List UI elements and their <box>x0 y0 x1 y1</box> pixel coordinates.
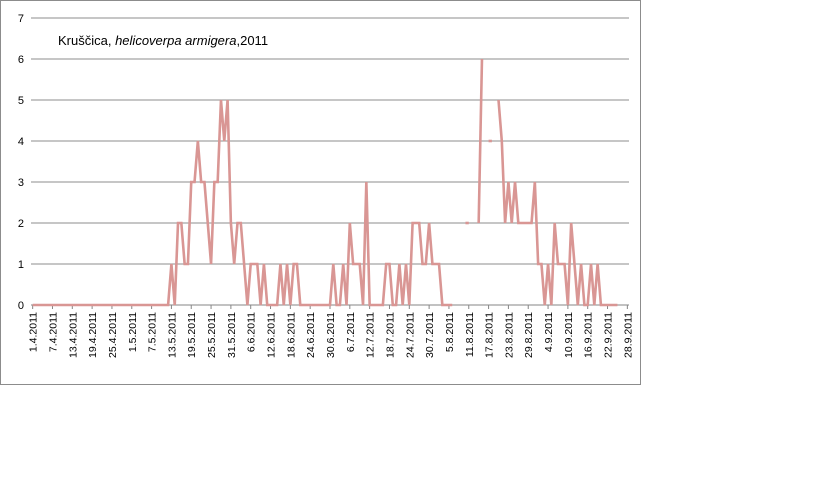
chart-area: 0 1 2 3 4 5 6 7 1.4.2011 7.4.2011 13.4.2011 19.4.2… <box>0 0 641 385</box>
x-tick-label: 30.6.2011 <box>325 312 337 358</box>
x-tick-label: 24.7.2011 <box>404 312 416 358</box>
y-tick-label: 5 <box>18 95 24 107</box>
y-tick-label: 0 <box>18 300 24 312</box>
y-tick-label: 1 <box>18 259 24 271</box>
x-tick-label: 18.6.2011 <box>285 312 297 358</box>
series-line-segment <box>32 99 453 307</box>
series-group <box>32 58 618 307</box>
chart-title-part-1: helicoverpa armigera <box>115 33 236 48</box>
x-tick-label: 13.5.2011 <box>166 312 178 358</box>
x-tick-label: 17.8.2011 <box>484 312 496 358</box>
y-tick-label: 3 <box>18 177 24 189</box>
x-tick-label: 5.8.2011 <box>444 312 456 352</box>
x-tick-label: 22.9.2011 <box>603 312 615 358</box>
x-tick-label: 24.6.2011 <box>305 312 317 358</box>
x-tick-label: 23.8.2011 <box>503 312 515 358</box>
series-line-segment <box>497 99 618 307</box>
x-tick-label: 6.6.2011 <box>246 312 258 352</box>
x-tick-label: 6.7.2011 <box>345 312 357 352</box>
chart-title-part-2: ,2011 <box>236 33 268 48</box>
x-tick-label: 10.9.2011 <box>563 312 575 358</box>
x-tick-label: 11.8.2011 <box>464 312 476 357</box>
x-tick-label: 12.6.2011 <box>266 312 278 358</box>
x-tick-label: 30.7.2011 <box>424 312 436 358</box>
gridlines <box>31 17 629 306</box>
y-tick-label: 2 <box>18 218 24 230</box>
x-tick-label: 7.5.2011 <box>147 312 159 352</box>
y-tick-label: 6 <box>18 54 24 66</box>
chart-title: Kruščica, helicoverpa armigera,2011 <box>58 33 268 48</box>
chart-title-part-0: Kruščica, <box>58 33 115 48</box>
x-tick-label: 16.9.2011 <box>583 312 595 358</box>
y-axis: 0 1 2 3 4 5 6 7 <box>18 13 24 312</box>
x-tick-label: 7.4.2011 <box>48 312 60 352</box>
x-tick-label: 18.7.2011 <box>385 312 397 358</box>
x-tick-label: 13.4.2011 <box>67 312 79 358</box>
x-tick-label: 19.4.2011 <box>87 312 99 358</box>
x-tick-label: 28.9.2011 <box>622 312 634 358</box>
x-tick-label: 19.5.2011 <box>186 312 198 358</box>
x-tick-label: 31.5.2011 <box>226 312 238 358</box>
y-tick-label: 7 <box>18 13 24 25</box>
x-tick-label: 25.5.2011 <box>206 312 218 358</box>
x-tick-label: 25.4.2011 <box>107 312 119 358</box>
line-chart: 0 1 2 3 4 5 6 7 1.4.2011 7.4.2011 13.4.2011 19.4.2… <box>18 13 634 358</box>
x-tick-label: 1.5.2011 <box>127 312 139 352</box>
x-tick-label: 12.7.2011 <box>365 312 377 358</box>
x-tick-label: 1.4.2011 <box>28 312 40 352</box>
x-tick-label: 4.9.2011 <box>543 312 555 352</box>
x-axis: 1.4.2011 7.4.2011 13.4.2011 19.4.2011 25.4.2… <box>28 305 634 358</box>
series-line-segment <box>477 58 484 224</box>
x-tick-label: 29.8.2011 <box>523 312 535 358</box>
y-tick-label: 4 <box>18 136 24 148</box>
